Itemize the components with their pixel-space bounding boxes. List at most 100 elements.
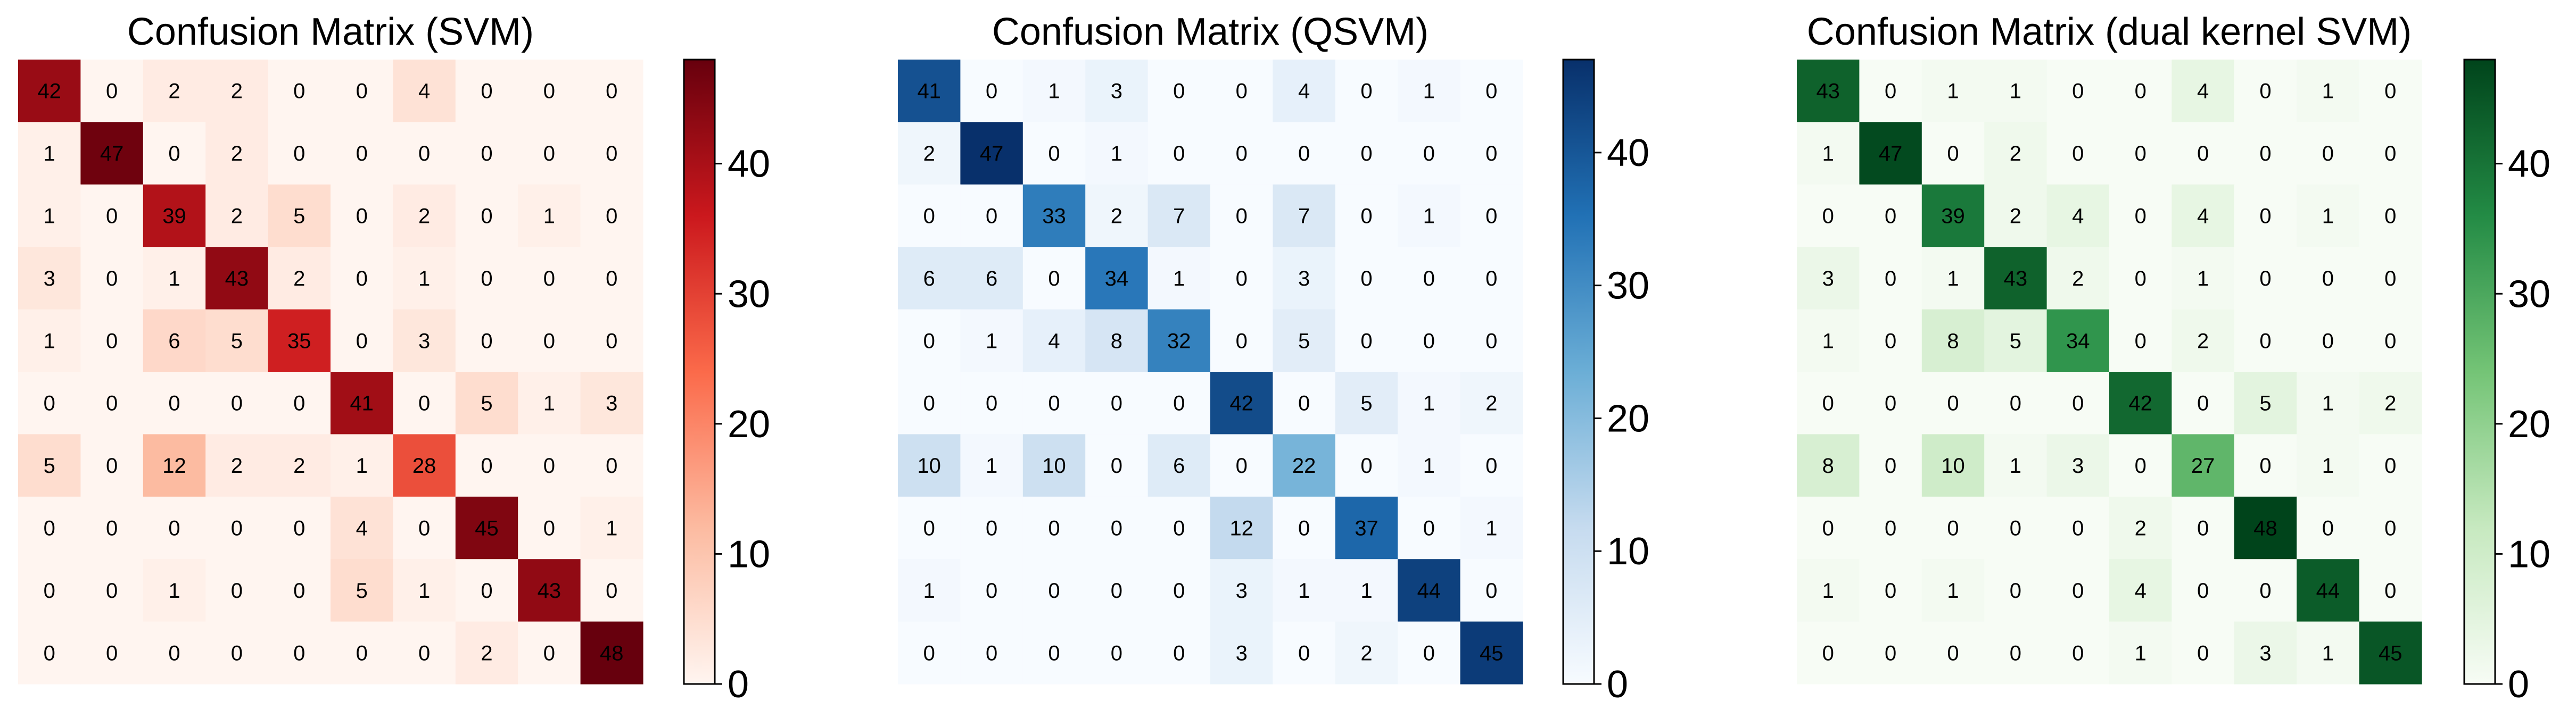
heatmap-cell — [518, 60, 581, 122]
cell-value-label: 1 — [986, 329, 997, 353]
cell-value-label: 1 — [543, 392, 555, 415]
heatmap-cell — [1085, 122, 1149, 185]
heatmap-cell — [2046, 184, 2110, 247]
heatmap-cell — [1147, 247, 1211, 310]
cell-value-label: 4 — [418, 80, 430, 103]
heatmap-cell — [2109, 309, 2172, 372]
cell-value-label: 0 — [1822, 517, 1834, 540]
heatmap-cell — [1147, 621, 1211, 685]
heatmap-cell — [898, 247, 961, 310]
heatmap-cell — [1984, 309, 2047, 372]
cell-value-label: 0 — [356, 205, 368, 228]
heatmap-cell — [2234, 122, 2297, 185]
cell-value-label: 0 — [106, 579, 118, 603]
heatmap-cell — [1398, 372, 1461, 435]
heatmap-cell — [455, 621, 518, 685]
heatmap-cell — [1984, 184, 2047, 247]
heatmap-cell — [2297, 60, 2360, 122]
cell-value-label: 4 — [356, 517, 368, 540]
cell-value-label: 0 — [1048, 392, 1060, 415]
colorbar-tick-label: 40 — [2508, 143, 2550, 186]
cell-value-label: 0 — [1485, 267, 1497, 290]
heatmap-cell — [1335, 60, 1398, 122]
cell-value-label: 0 — [1173, 579, 1185, 603]
cell-value-label: 0 — [2135, 267, 2146, 290]
cell-value-label: 1 — [1822, 142, 1834, 165]
heatmap-cell — [455, 434, 518, 497]
heatmap-cell — [2109, 247, 2172, 310]
cell-value-label: 4 — [2135, 579, 2146, 603]
heatmap-cell — [268, 434, 331, 497]
heatmap-cell — [580, 60, 643, 122]
cell-value-label: 0 — [986, 392, 997, 415]
cell-value-label: 45 — [2379, 641, 2402, 665]
cell-value-label: 45 — [475, 517, 499, 540]
cell-value-label: 48 — [2253, 517, 2277, 540]
heatmap-cell — [960, 122, 1023, 185]
cell-value-label: 0 — [543, 267, 555, 290]
heatmap-cell — [18, 309, 81, 372]
heatmap-cell — [1460, 372, 1523, 435]
heatmap-cell — [1921, 60, 1985, 122]
cell-value-label: 2 — [2384, 392, 2396, 415]
heatmap-cell — [1085, 621, 1149, 685]
heatmap-cell — [1797, 434, 1860, 497]
cell-value-label: 0 — [2384, 517, 2396, 540]
heatmap-cell — [2297, 496, 2360, 560]
cell-value-label: 0 — [2259, 267, 2271, 290]
heatmap-cell — [1460, 496, 1523, 560]
cell-value-label: 0 — [1885, 392, 1896, 415]
cell-value-label: 41 — [350, 392, 374, 415]
cell-value-label: 0 — [1173, 641, 1185, 665]
heatmap-cell — [1460, 122, 1523, 185]
colorbar-tick-label: 0 — [728, 663, 749, 706]
heatmap-cell — [1210, 434, 1273, 497]
cell-value-label: 0 — [2384, 80, 2396, 103]
cell-value-label: 0 — [293, 517, 305, 540]
heatmap-cell — [580, 496, 643, 560]
cell-value-label: 0 — [543, 142, 555, 165]
cell-value-label: 0 — [356, 267, 368, 290]
cell-value-label: 0 — [1298, 641, 1310, 665]
cell-value-label: 1 — [2322, 454, 2334, 478]
cell-value-label: 0 — [2072, 641, 2084, 665]
heatmap-cell — [331, 184, 393, 247]
heatmap-cell — [1335, 496, 1398, 560]
heatmap-cell — [205, 122, 269, 185]
cell-value-label: 0 — [2135, 80, 2146, 103]
cell-value-label: 0 — [1885, 517, 1896, 540]
colorbar-tick-label: 10 — [1607, 530, 1649, 573]
heatmap-cell — [268, 621, 331, 685]
cell-value-label: 2 — [293, 454, 305, 478]
heatmap-cell — [1273, 60, 1336, 122]
cell-value-label: 42 — [1229, 392, 1253, 415]
colorbar-tick-label: 10 — [2508, 533, 2550, 575]
cell-value-label: 0 — [1236, 142, 1248, 165]
heatmap-cell — [143, 122, 206, 185]
cell-value-label: 1 — [1111, 142, 1122, 165]
cell-value-label: 0 — [2259, 454, 2271, 478]
heatmap-cell — [18, 621, 81, 685]
cell-value-label: 0 — [356, 80, 368, 103]
cell-value-label: 0 — [418, 517, 430, 540]
cell-value-label: 0 — [168, 641, 180, 665]
cell-value-label: 0 — [481, 80, 492, 103]
cell-value-label: 0 — [1173, 142, 1185, 165]
cell-value-label: 0 — [2384, 579, 2396, 603]
cell-value-label: 0 — [923, 392, 935, 415]
cell-value-label: 0 — [606, 579, 617, 603]
heatmap-cell — [2172, 559, 2235, 622]
heatmap-cell — [331, 621, 393, 685]
colorbar-tick-label: 40 — [728, 143, 770, 186]
heatmap-cell — [1859, 621, 1922, 685]
cell-value-label: 0 — [1048, 267, 1060, 290]
heatmap-cell — [393, 247, 456, 310]
heatmap-cell — [1859, 496, 1922, 560]
cell-value-label: 0 — [106, 80, 118, 103]
heatmap-cell — [143, 621, 206, 685]
cell-value-label: 5 — [481, 392, 492, 415]
cell-value-label: 12 — [1229, 517, 1253, 540]
heatmap-cell — [898, 372, 961, 435]
heatmap-cell — [1984, 247, 2047, 310]
heatmap-cell — [1022, 372, 1086, 435]
